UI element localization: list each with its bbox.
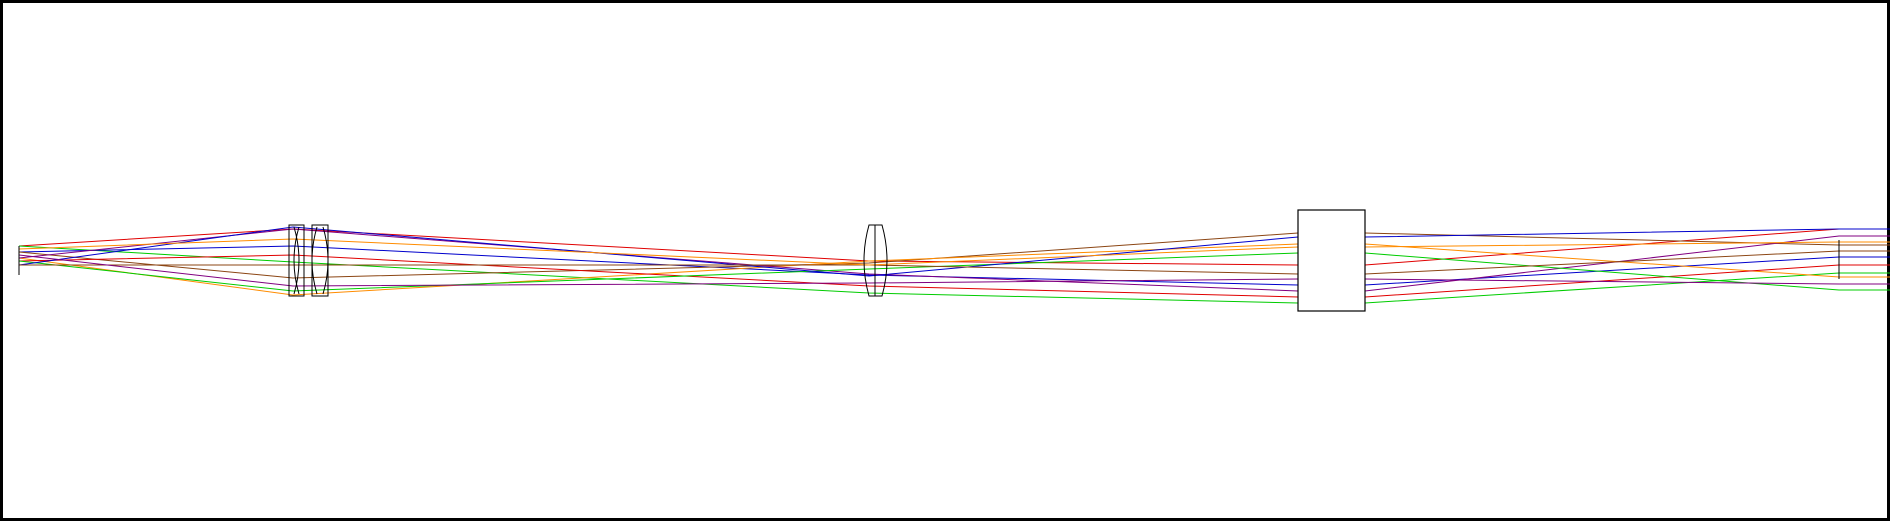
ray-1 xyxy=(18,228,1890,266)
ray-bundle-layer xyxy=(18,226,1890,304)
lens-group-1-element-1 xyxy=(288,224,305,297)
optical-layout-svg xyxy=(18,209,1890,312)
beam-splitter-block xyxy=(1297,209,1366,312)
ray-8 xyxy=(18,252,1890,292)
lens-2 xyxy=(863,224,888,297)
lens-group-1 xyxy=(288,224,329,297)
ray-9 xyxy=(18,226,1890,277)
lens-group-1-element-2 xyxy=(311,224,329,297)
